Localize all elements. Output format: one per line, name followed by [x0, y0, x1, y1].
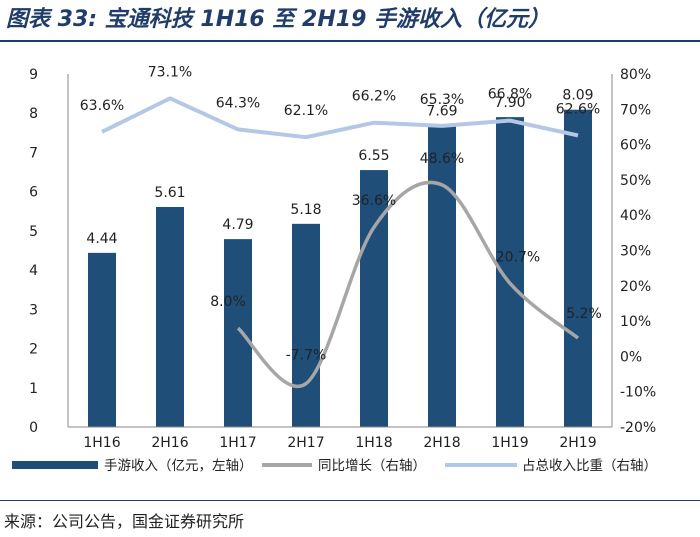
title-divider: [0, 40, 700, 42]
share-line: [101, 96, 579, 140]
yoy-growth-line: [236, 180, 580, 389]
left-tick-label: 2: [29, 342, 38, 358]
share-value-label: 66.8%: [488, 87, 532, 103]
bar: [224, 239, 252, 427]
source-divider: [0, 500, 700, 501]
x-tick-label: 2H19: [559, 435, 596, 451]
x-tick-label: 2H18: [423, 435, 460, 451]
right-tick-label: 80%: [620, 67, 651, 83]
yoy-value-label: 48.6%: [420, 151, 464, 167]
bar-value-label: 7.69: [426, 103, 457, 119]
left-tick-label: 8: [29, 106, 38, 122]
share-value-label: 62.6%: [556, 101, 600, 117]
bar: [156, 206, 184, 427]
bar-value-label: 6.55: [358, 148, 389, 164]
right-tick-label: 30%: [620, 244, 651, 260]
bar-value-label: 4.44: [86, 231, 117, 247]
right-tick-label: -10%: [620, 385, 656, 401]
bar: [292, 223, 320, 427]
x-tick-label: 1H19: [491, 435, 528, 451]
bar-value-label: 7.90: [494, 95, 525, 111]
x-tick-label: 1H16: [83, 435, 120, 451]
left-tick-label: 6: [29, 185, 38, 201]
share-value-label: 64.3%: [216, 95, 260, 111]
bar: [428, 125, 456, 428]
yoy-value-label: 5.2%: [566, 306, 602, 322]
legend-share-label: 占总收入比重（右轴）: [522, 458, 657, 474]
bar: [88, 252, 116, 427]
yoy-value-label: 8.0%: [210, 294, 246, 310]
right-tick-label: 0%: [620, 349, 642, 365]
left-tick-label: 3: [29, 302, 38, 318]
share-value-label: 73.1%: [148, 64, 192, 80]
x-tick-label: 1H17: [219, 435, 256, 451]
right-tick-label: 50%: [620, 173, 651, 189]
share-value-label: 62.1%: [284, 103, 328, 119]
chart-title: 图表 33: 宝通科技 1H16 至 2H19 手游收入（亿元）: [6, 7, 551, 32]
share-value-label: 65.3%: [420, 92, 464, 108]
bar-value-label: 8.09: [562, 88, 593, 104]
x-tick-label: 1H18: [355, 435, 392, 451]
legend-bar-swatch: [12, 461, 98, 469]
yoy-value-label: 20.7%: [496, 249, 540, 265]
x-tick-label: 2H16: [151, 435, 188, 451]
right-tick-label: 40%: [620, 208, 651, 224]
yoy-value-label: 36.6%: [352, 193, 396, 209]
bar: [564, 109, 592, 427]
bar-value-label: 4.79: [222, 217, 253, 233]
x-tick-label: 2H17: [287, 435, 324, 451]
left-tick-label: 0: [29, 420, 38, 436]
legend-bar-label: 手游收入（亿元，左轴）: [104, 458, 253, 474]
right-tick-label: -20%: [620, 420, 656, 436]
share-value-label: 63.6%: [80, 98, 124, 114]
right-tick-label: 20%: [620, 279, 651, 295]
bar-value-label: 5.18: [290, 202, 321, 218]
bar-value-label: 5.61: [154, 185, 185, 201]
right-tick-label: 70%: [620, 102, 651, 118]
chart-area: 4.44 5.61 4.79 5.18 6.55 7.69 7.90 8.09 63.6% 73.…: [12, 64, 657, 474]
left-tick-label: 1: [29, 381, 38, 397]
yoy-value-label: -7.7%: [286, 348, 327, 364]
left-tick-label: 4: [29, 263, 38, 279]
left-tick-label: 9: [29, 67, 38, 83]
share-value-label: 66.2%: [352, 89, 396, 105]
left-tick-label: 5: [29, 224, 38, 240]
source-note: 来源：公司公告，国金证券研究所: [4, 512, 245, 531]
legend-yoy-label: 同比增长（右轴）: [318, 458, 426, 474]
right-tick-label: 60%: [620, 138, 651, 154]
right-tick-label: 10%: [620, 314, 651, 330]
left-tick-label: 7: [29, 145, 38, 161]
